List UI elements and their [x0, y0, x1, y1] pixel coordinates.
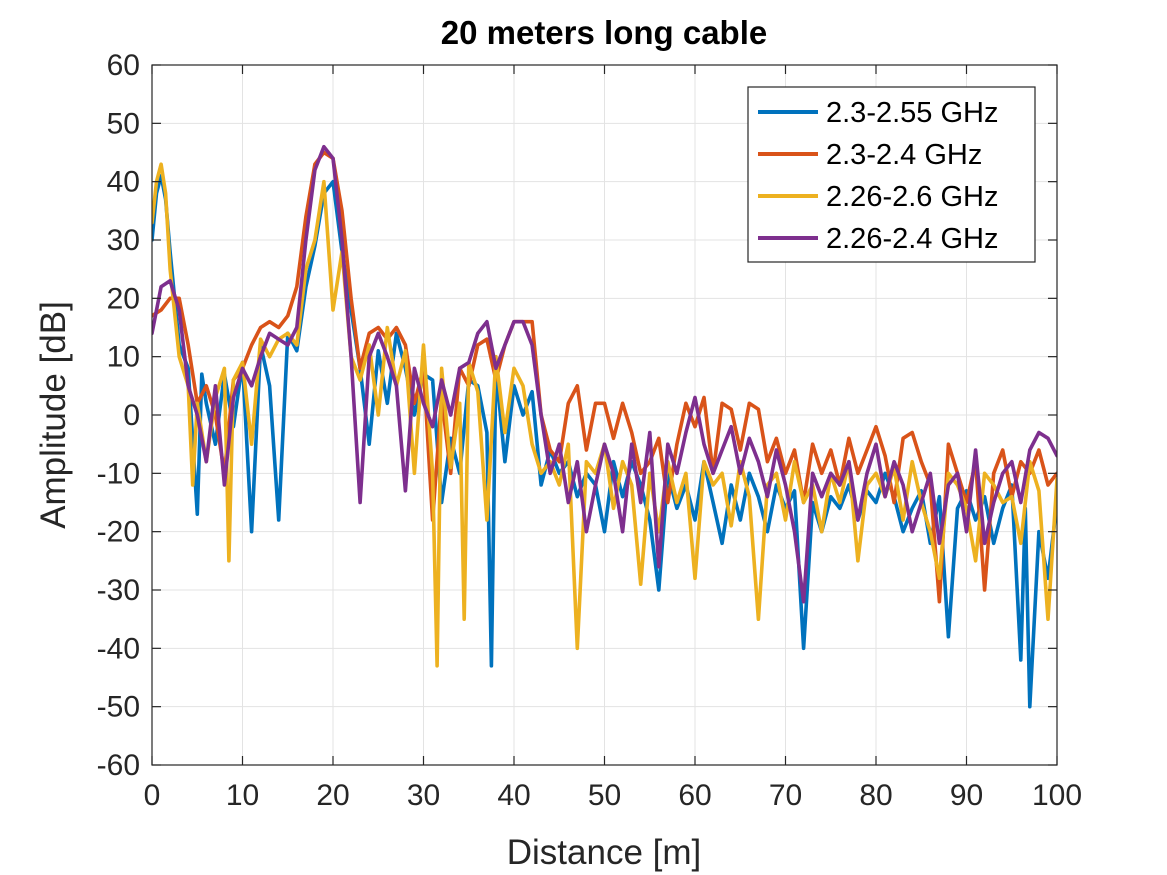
series-line-1	[152, 174, 1057, 709]
y-tick-label: -50	[97, 691, 140, 724]
legend-box	[747, 86, 1036, 263]
x-tick-label: 20	[316, 779, 349, 812]
y-tick-label: 0	[123, 399, 140, 432]
y-tick-label: 10	[107, 341, 140, 374]
series-group	[152, 144, 1057, 709]
ticks: 0 10 20 30 40 50 60 70 80 90 100-60-50-40-30-20-10…	[97, 49, 1082, 812]
y-tick-label: -40	[97, 632, 140, 665]
x-tick-label: 30	[407, 779, 440, 812]
series-line-2	[152, 150, 1057, 604]
legend-label-2: 2.3-2.4 GHz	[826, 139, 982, 171]
x-tick-label: 90	[950, 779, 983, 812]
y-tick-label: -30	[97, 574, 140, 607]
legend-label-3: 2.26-2.6 GHz	[826, 181, 998, 213]
y-tick-label: 60	[107, 49, 140, 82]
y-tick-label: 40	[107, 166, 140, 199]
x-tick-label: 0	[144, 779, 161, 812]
x-axis-label: Distance [m]	[507, 833, 702, 872]
legend-label-1: 2.3-2.55 GHz	[826, 97, 998, 129]
y-axis-label: Amplitude [dB]	[34, 301, 73, 529]
y-tick-label: 30	[107, 224, 140, 257]
legend-label-4: 2.26-2.4 GHz	[826, 223, 998, 255]
x-tick-label: 50	[588, 779, 621, 812]
legend: 2.3-2.55 GHz 2.3-2.4 GHz 2.26-2.6 GHz 2.26-…	[747, 86, 1036, 263]
x-tick-label: 60	[678, 779, 711, 812]
y-tick-label: 50	[107, 107, 140, 140]
y-tick-label: -10	[97, 457, 140, 490]
series-line-4	[152, 144, 1057, 604]
chart-title: 20 meters long cable	[441, 14, 767, 51]
x-tick-label: 70	[769, 779, 802, 812]
x-tick-label: 40	[497, 779, 530, 812]
x-tick-label: 10	[226, 779, 259, 812]
y-tick-label: -20	[97, 516, 140, 549]
x-tick-label: 80	[859, 779, 892, 812]
y-tick-label: -60	[97, 749, 140, 782]
series-line-3	[152, 162, 1057, 668]
x-tick-label: 100	[1032, 779, 1082, 812]
y-tick-label: 20	[107, 282, 140, 315]
